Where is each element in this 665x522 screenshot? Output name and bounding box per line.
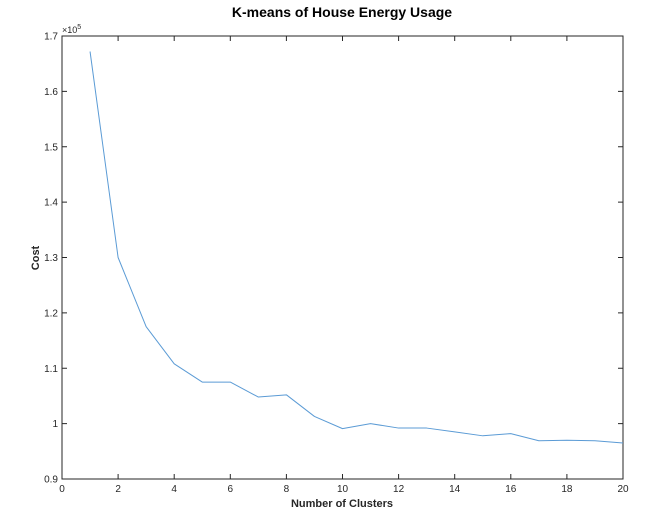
- x-tick-label: 14: [449, 484, 461, 495]
- x-axis: 0 2 4 6 8 10 12 14 16 18 20: [59, 36, 629, 495]
- y-tick-label: 1.7: [44, 32, 58, 43]
- y-tick-label: 1.1: [44, 364, 58, 375]
- series-line: [89, 51, 624, 444]
- x-tick-label: 0: [59, 484, 65, 495]
- y-multiplier-label: ×105: [62, 24, 81, 35]
- y-tick-label: 1.5: [44, 142, 58, 153]
- x-tick-label: 4: [171, 484, 177, 495]
- y-tick-label: 0.9: [44, 475, 58, 486]
- x-tick-label: 18: [561, 484, 573, 495]
- y-tick-label: 1.6: [44, 87, 58, 98]
- x-tick-label: 8: [284, 484, 290, 495]
- y-tick-label: 1.4: [44, 198, 58, 209]
- y-axis: 0.9 1 1.1 1.2 1.3 1.4 1.5 1.6 1.7: [44, 32, 623, 486]
- x-tick-label: 10: [337, 484, 349, 495]
- chart-title: K-means of House Energy Usage: [232, 4, 452, 20]
- y-axis-label: Cost: [30, 245, 42, 270]
- x-tick-label: 12: [393, 484, 405, 495]
- x-tick-label: 2: [115, 484, 121, 495]
- x-axis-label: Number of Clusters: [291, 498, 393, 510]
- x-tick-label: 20: [617, 484, 629, 495]
- plot-area: [61, 35, 624, 480]
- y-tick-label: 1: [52, 419, 58, 430]
- x-tick-label: 16: [505, 484, 517, 495]
- y-tick-label: 1.2: [44, 308, 58, 319]
- x-tick-label: 6: [228, 484, 234, 495]
- y-tick-label: 1.3: [44, 253, 58, 264]
- y-multiplier-exponent: 5: [77, 24, 81, 31]
